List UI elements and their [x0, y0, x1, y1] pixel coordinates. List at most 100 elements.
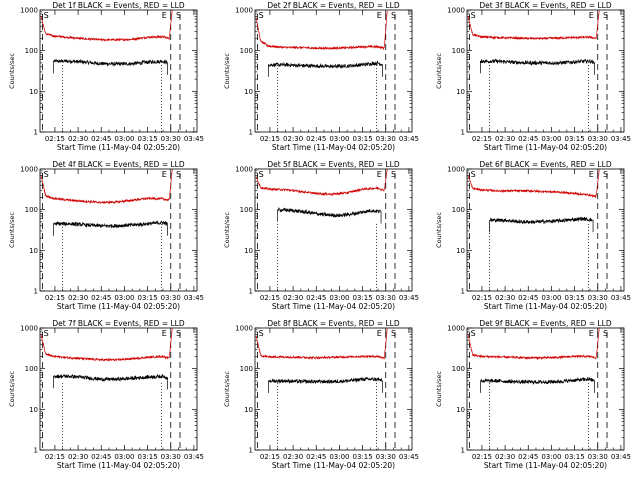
- x-axis-label: Start Time (11-May-04 02:05:20): [57, 461, 180, 470]
- plot-frame: [39, 168, 198, 292]
- series-line-events: [53, 220, 168, 236]
- panel-title: Det 4f BLACK = Events, RED = LLD: [52, 160, 185, 169]
- marker-e: E: [162, 170, 167, 179]
- series-line-lld: [40, 10, 173, 42]
- y-axis-label: Counts/sec: [8, 53, 16, 89]
- x-tick-label: 02:45: [306, 135, 326, 143]
- plot-frame: [39, 327, 198, 451]
- x-tick-label: 02:45: [91, 135, 111, 143]
- x-tick-label: 03:15: [352, 453, 372, 461]
- x-axis-label: Start Time (11-May-04 02:05:20): [484, 302, 607, 311]
- y-axis-label: Counts/sec: [435, 212, 443, 248]
- y-tick-label: 1: [461, 447, 465, 455]
- x-tick-label: 02:15: [260, 453, 280, 461]
- x-tick-label: 02:45: [306, 453, 326, 461]
- y-tick-label: 1000: [235, 325, 253, 333]
- marker-s: S: [259, 170, 264, 179]
- x-tick-label: 03:15: [564, 453, 584, 461]
- marker-e: E: [589, 11, 594, 20]
- x-tick-label: 03:00: [329, 135, 349, 143]
- marker-s: S: [603, 170, 608, 179]
- y-axis-label: Counts/sec: [8, 212, 16, 248]
- y-tick-label: 10: [456, 406, 465, 414]
- x-tick-label: 02:30: [283, 294, 303, 302]
- y-tick-label: 100: [25, 206, 38, 214]
- x-tick-label: 03:15: [137, 135, 157, 143]
- x-tick-label: 03:00: [114, 294, 134, 302]
- x-tick-label: 02:45: [306, 294, 326, 302]
- x-tick-label: 02:30: [283, 135, 303, 143]
- marker-e: E: [377, 11, 382, 20]
- series-line-events: [480, 376, 595, 393]
- y-tick-label: 1000: [447, 325, 465, 333]
- y-tick-label: 100: [25, 365, 38, 373]
- y-tick-label: 10: [456, 247, 465, 255]
- y-tick-label: 10: [29, 88, 38, 96]
- y-tick-label: 10: [244, 406, 253, 414]
- series-line-lld: [255, 10, 388, 51]
- x-tick-label: 03:00: [541, 135, 561, 143]
- marker-e: E: [162, 11, 167, 20]
- x-tick-label: 02:15: [260, 135, 280, 143]
- x-tick-label: 03:45: [399, 453, 419, 461]
- x-tick-label: 02:30: [495, 453, 515, 461]
- y-axis-label: Counts/sec: [8, 371, 16, 407]
- x-tick-label: 02:45: [91, 294, 111, 302]
- marker-s: S: [471, 329, 476, 338]
- plot-frame: [254, 168, 413, 292]
- panel-title: Det 9f BLACK = Events, RED = LLD: [479, 319, 612, 328]
- y-tick-label: 10: [244, 88, 253, 96]
- x-tick-label: 03:30: [161, 135, 181, 143]
- y-tick-label: 1: [249, 447, 253, 455]
- marker-s: S: [603, 11, 608, 20]
- series-line-lld: [40, 328, 173, 362]
- marker-s: S: [44, 170, 49, 179]
- x-tick-label: 02:15: [260, 294, 280, 302]
- detector-panel-4: Det 4f BLACK = Events, RED = LLD 1 10 100 10…: [8, 160, 204, 311]
- detector-panel-1: Det 1f BLACK = Events, RED = LLD 1 10 100 10…: [8, 1, 204, 152]
- series-line-events: [277, 206, 382, 224]
- y-tick-label: 100: [25, 47, 38, 55]
- series-line-events: [480, 58, 595, 75]
- x-axis-label: Start Time (11-May-04 02:05:20): [57, 143, 180, 152]
- y-tick-label: 1000: [447, 166, 465, 174]
- x-tick-label: 03:30: [376, 135, 396, 143]
- y-tick-label: 100: [240, 365, 253, 373]
- detector-panel-3: Det 3f BLACK = Events, RED = LLD 1 10 100 10…: [435, 1, 631, 152]
- marker-s: S: [44, 329, 49, 338]
- series-line-lld: [255, 328, 388, 360]
- x-tick-label: 03:00: [114, 135, 134, 143]
- x-tick-label: 03:15: [137, 294, 157, 302]
- marker-s: S: [391, 329, 396, 338]
- plot-frame: [466, 9, 625, 133]
- x-tick-label: 02:30: [495, 135, 515, 143]
- y-tick-label: 1: [249, 288, 253, 296]
- y-tick-label: 10: [244, 247, 253, 255]
- detector-panel-7: Det 7f BLACK = Events, RED = LLD 1 10 100 10…: [8, 319, 204, 470]
- series-line-events: [268, 376, 383, 393]
- y-tick-label: 1000: [20, 325, 38, 333]
- marker-s: S: [44, 11, 49, 20]
- panel-title: Det 6f BLACK = Events, RED = LLD: [479, 160, 612, 169]
- x-tick-label: 03:00: [541, 294, 561, 302]
- x-tick-label: 03:45: [184, 135, 204, 143]
- x-axis-label: Start Time (11-May-04 02:05:20): [272, 302, 395, 311]
- y-tick-label: 100: [240, 206, 253, 214]
- y-axis-label: Counts/sec: [435, 53, 443, 89]
- panel-title: Det 8f BLACK = Events, RED = LLD: [267, 319, 400, 328]
- panel-title: Det 3f BLACK = Events, RED = LLD: [479, 1, 612, 10]
- x-tick-label: 02:15: [45, 135, 65, 143]
- y-axis-label: Counts/sec: [223, 371, 231, 407]
- marker-s: S: [259, 329, 264, 338]
- y-tick-label: 1000: [447, 7, 465, 15]
- x-tick-label: 03:30: [588, 453, 608, 461]
- series-line-events: [489, 216, 594, 233]
- panel-title: Det 1f BLACK = Events, RED = LLD: [52, 1, 185, 10]
- y-axis-label: Counts/sec: [435, 371, 443, 407]
- x-axis-label: Start Time (11-May-04 02:05:20): [272, 461, 395, 470]
- series-line-lld: [255, 169, 388, 197]
- plot-frame: [254, 9, 413, 133]
- x-tick-label: 02:15: [472, 453, 492, 461]
- x-tick-label: 02:30: [495, 294, 515, 302]
- y-tick-label: 1: [461, 129, 465, 137]
